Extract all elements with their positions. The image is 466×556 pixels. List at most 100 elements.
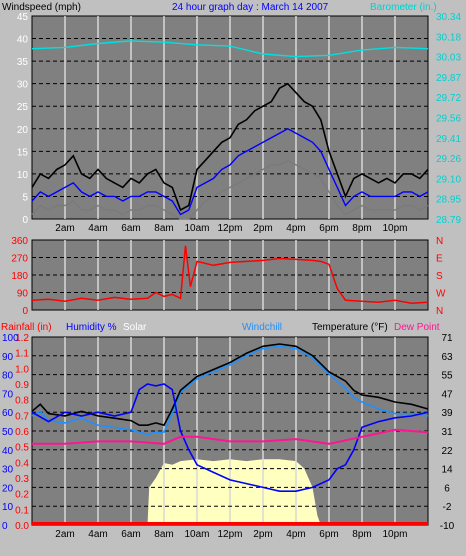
rain-ytick-2: 0.2 — [15, 490, 29, 501]
wind-title: Windspeed (mph) — [2, 2, 81, 13]
wind-xtick-3: 8am — [154, 223, 173, 234]
humidity-ytick-10: 100 — [2, 333, 19, 344]
wind-xtick-8: 6pm — [319, 223, 338, 234]
dir-ytick-2: 180 — [11, 271, 28, 282]
wx-xtick-8: 6pm — [319, 529, 338, 540]
dir-compass-tick-3: E — [436, 254, 443, 265]
windchill-label: Windchill — [242, 322, 282, 333]
rainfall-label: Rainfall (in) — [1, 322, 52, 333]
humidity-ytick-5: 50 — [2, 427, 14, 438]
humidity-ytick-9: 90 — [2, 352, 14, 363]
weather-series-1 — [31, 343, 429, 427]
rain-ytick-12: 1.2 — [15, 333, 29, 344]
rain-ytick-8: 0.8 — [15, 396, 29, 407]
temp-ytick-8: 55 — [441, 371, 453, 382]
wind-ytick-8: 40 — [17, 35, 29, 46]
rain-ytick-4: 0.4 — [15, 458, 29, 469]
wind-ytick-5: 25 — [17, 102, 29, 113]
solar-label: Solar — [123, 322, 147, 333]
humidity-ytick-0: 0 — [2, 521, 8, 532]
dir-ytick-1: 90 — [17, 289, 29, 300]
dir-compass-tick-4: N — [436, 236, 443, 247]
wx-xtick-4: 10am — [184, 529, 209, 540]
temp-ytick-10: 71 — [441, 333, 453, 344]
wx-xtick-6: 2pm — [253, 529, 272, 540]
temp-ytick-5: 31 — [441, 427, 453, 438]
wx-xtick-0: 2am — [55, 529, 74, 540]
wind-xtick-4: 10am — [184, 223, 209, 234]
wind-series-1 — [31, 128, 429, 216]
rain-ytick-6: 0.6 — [15, 427, 29, 438]
humidity-label: Humidity % — [66, 322, 117, 333]
temp-ytick-4: 22 — [441, 446, 453, 457]
weather-series-3 — [31, 383, 429, 493]
humidity-ytick-2: 20 — [2, 483, 14, 494]
direction-series-0 — [31, 245, 429, 304]
wind-ytick-4: 20 — [17, 125, 29, 136]
baro-ytick-9: 30.18 — [436, 32, 461, 43]
temp-ytick-3: 14 — [441, 465, 453, 476]
temp-ytick-2: 6 — [444, 483, 450, 494]
wind-ytick-3: 15 — [17, 147, 29, 158]
baro-ytick-6: 29.72 — [436, 93, 461, 104]
rain-ytick-3: 0.3 — [15, 474, 29, 485]
dir-ytick-3: 270 — [11, 254, 28, 265]
wind-series-0 — [31, 82, 429, 212]
wx-xtick-1: 4am — [88, 529, 107, 540]
rain-ytick-11: 1.1 — [15, 349, 29, 360]
baro-ytick-7: 29.87 — [436, 73, 461, 84]
wind-series-3 — [31, 40, 429, 58]
temp-ytick-1: -2 — [443, 502, 452, 513]
temperature-label: Temperature (°F) — [312, 322, 388, 333]
temp-ytick-7: 47 — [441, 389, 453, 400]
wind-xtick-6: 2pm — [253, 223, 272, 234]
wind-xtick-10: 10pm — [382, 223, 407, 234]
wx-xtick-7: 4pm — [286, 529, 305, 540]
temp-ytick-9: 63 — [441, 352, 453, 363]
weather-series-2 — [31, 345, 429, 436]
baro-ytick-10: 30.34 — [436, 12, 461, 23]
baro-ytick-3: 29.26 — [436, 154, 461, 165]
dir-compass-tick-1: W — [436, 289, 446, 300]
wind-xtick-7: 4pm — [286, 223, 305, 234]
weather-series-4 — [32, 428, 429, 445]
rain-ytick-5: 0.5 — [15, 443, 29, 454]
humidity-ytick-3: 30 — [2, 465, 14, 476]
humidity-ytick-8: 80 — [2, 371, 14, 382]
rain-ytick-1: 0.1 — [15, 505, 29, 516]
humidity-ytick-7: 70 — [2, 389, 14, 400]
wind-ytick-0: 0 — [22, 215, 28, 226]
humidity-ytick-1: 10 — [2, 502, 14, 513]
wx-xtick-9: 8pm — [352, 529, 371, 540]
wind-xtick-1: 4am — [88, 223, 107, 234]
rain-ytick-0: 0.0 — [15, 521, 29, 532]
wind-xtick-5: 12pm — [217, 223, 242, 234]
temp-ytick-6: 39 — [441, 408, 453, 419]
dewpoint-label: Dew Point — [394, 322, 440, 333]
humidity-ytick-6: 60 — [2, 408, 14, 419]
dir-compass-tick-0: N — [436, 306, 443, 317]
dir-ytick-0: 0 — [22, 306, 28, 317]
baro-title: Barometer (in.) — [370, 2, 437, 13]
wind-ytick-9: 45 — [17, 12, 29, 23]
rain-ytick-7: 0.7 — [15, 411, 29, 422]
wind-ytick-6: 30 — [17, 80, 29, 91]
rain-ytick-10: 1.0 — [15, 364, 29, 375]
baro-ytick-0: 28.79 — [436, 215, 461, 226]
baro-ytick-8: 30.03 — [436, 53, 461, 64]
wind-ytick-7: 35 — [17, 57, 29, 68]
dir-compass-tick-2: S — [436, 271, 443, 282]
wind-ytick-2: 10 — [17, 170, 29, 181]
baro-ytick-4: 29.41 — [436, 134, 461, 145]
wind-xtick-2: 6am — [121, 223, 140, 234]
humidity-ytick-4: 40 — [2, 446, 14, 457]
wx-xtick-3: 8am — [154, 529, 173, 540]
wx-xtick-5: 12pm — [217, 529, 242, 540]
baro-ytick-5: 29.56 — [436, 114, 461, 125]
baro-ytick-2: 29.10 — [436, 174, 461, 185]
temp-ytick-0: -10 — [440, 521, 455, 532]
wx-xtick-2: 6am — [121, 529, 140, 540]
dir-ytick-4: 360 — [11, 236, 28, 247]
